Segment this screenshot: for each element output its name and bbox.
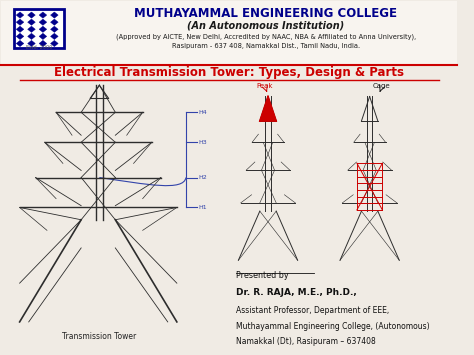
- Text: Presented by: Presented by: [236, 271, 289, 280]
- Text: H3: H3: [199, 140, 208, 145]
- Text: MUTHAYAMMAL ENGINEERING COLLEGE: MUTHAYAMMAL ENGINEERING COLLEGE: [134, 7, 397, 20]
- Polygon shape: [39, 26, 47, 32]
- Text: Assistant Professor, Department of EEE,: Assistant Professor, Department of EEE,: [236, 306, 389, 315]
- Polygon shape: [27, 12, 35, 18]
- Polygon shape: [51, 40, 58, 47]
- Text: Dr. R. RAJA, M.E., Ph.D.,: Dr. R. RAJA, M.E., Ph.D.,: [236, 288, 357, 297]
- Text: Muthayammal Engineering College, (Autonomous): Muthayammal Engineering College, (Autono…: [236, 322, 430, 331]
- Polygon shape: [39, 12, 47, 18]
- Polygon shape: [260, 97, 276, 121]
- Text: (An Autonomous Institution): (An Autonomous Institution): [187, 20, 344, 30]
- Text: H1: H1: [199, 205, 207, 210]
- Polygon shape: [27, 40, 35, 47]
- Text: H2: H2: [199, 175, 208, 180]
- Bar: [14, 9, 64, 48]
- FancyBboxPatch shape: [1, 1, 457, 65]
- Text: Cage: Cage: [372, 83, 390, 89]
- Polygon shape: [16, 33, 24, 39]
- Polygon shape: [27, 26, 35, 32]
- Text: H4: H4: [199, 110, 208, 115]
- Polygon shape: [39, 19, 47, 25]
- Polygon shape: [39, 33, 47, 39]
- Text: (Approved by AICTE, New Delhi, Accredited by NAAC, NBA & Affiliated to Anna Univ: (Approved by AICTE, New Delhi, Accredite…: [116, 33, 416, 40]
- Polygon shape: [51, 33, 58, 39]
- Text: Namakkal (Dt), Rasipuram – 637408: Namakkal (Dt), Rasipuram – 637408: [236, 337, 376, 346]
- Polygon shape: [27, 33, 35, 39]
- Text: Peak: Peak: [256, 83, 273, 89]
- Polygon shape: [51, 26, 58, 32]
- Polygon shape: [39, 40, 47, 47]
- Text: Rasipuram - 637 408, Namakkal Dist., Tamil Nadu, India.: Rasipuram - 637 408, Namakkal Dist., Tam…: [172, 43, 360, 49]
- Text: Electrical Transmission Tower: Types, Design & Parts: Electrical Transmission Tower: Types, De…: [54, 66, 404, 79]
- Polygon shape: [16, 26, 24, 32]
- Polygon shape: [16, 12, 24, 18]
- Text: Estd. 2000: Estd. 2000: [26, 45, 52, 50]
- Polygon shape: [16, 19, 24, 25]
- Polygon shape: [16, 40, 24, 47]
- Text: Transmission Tower: Transmission Tower: [62, 332, 137, 341]
- Polygon shape: [51, 19, 58, 25]
- Polygon shape: [27, 19, 35, 25]
- Polygon shape: [51, 12, 58, 18]
